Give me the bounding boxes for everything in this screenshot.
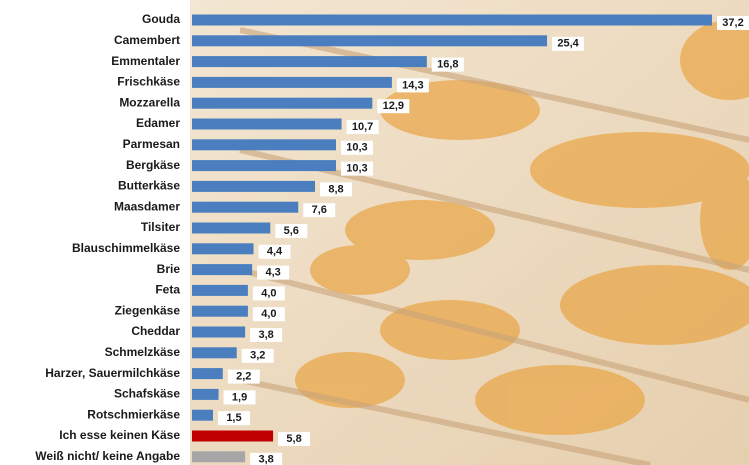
value-label: 5,8 (286, 433, 301, 445)
value-label: 7,6 (312, 204, 327, 216)
category-label: Emmentaler (111, 54, 180, 68)
bar (192, 139, 336, 150)
bar (192, 243, 254, 254)
category-label: Ich esse keinen Käse (59, 428, 180, 442)
bar (192, 15, 712, 26)
category-label: Tilsiter (141, 220, 180, 234)
category-label: Schmelzkäse (105, 345, 181, 359)
value-label: 5,6 (284, 225, 299, 237)
category-label: Butterkäse (118, 179, 180, 193)
value-label: 1,9 (232, 391, 247, 403)
bar (192, 56, 427, 67)
category-label: Schafskäse (114, 387, 180, 401)
value-label: 10,7 (352, 121, 373, 133)
value-label: 16,8 (437, 59, 458, 71)
category-label: Harzer, Sauermilchkäse (45, 366, 180, 380)
category-label: Mozzarella (119, 95, 180, 109)
bar (192, 181, 315, 192)
category-label: Weiß nicht/ keine Angabe (35, 449, 180, 463)
bar (192, 327, 245, 338)
category-label: Ziegenkäse (115, 303, 181, 317)
value-label: 2,2 (236, 371, 251, 383)
bar (192, 389, 219, 400)
bar (192, 306, 248, 317)
bar (192, 431, 273, 442)
bar (192, 368, 223, 379)
value-label: 12,9 (383, 100, 404, 112)
value-label: 37,2 (722, 17, 743, 29)
category-label: Bergkäse (126, 158, 180, 172)
value-label: 4,0 (261, 308, 276, 320)
value-label: 10,3 (346, 142, 367, 154)
category-label: Parmesan (123, 137, 180, 151)
value-label: 14,3 (402, 79, 423, 91)
value-label: 3,8 (258, 454, 273, 465)
bar (192, 285, 248, 296)
category-label: Camembert (114, 33, 180, 47)
bar (192, 35, 547, 46)
value-label: 25,4 (557, 38, 579, 50)
value-label: 4,3 (265, 267, 280, 279)
bar (192, 77, 392, 88)
value-label: 1,5 (226, 412, 241, 424)
bar (192, 98, 372, 109)
value-label: 3,2 (250, 350, 265, 362)
category-label: Edamer (136, 116, 180, 130)
category-label: Frischkäse (117, 75, 180, 89)
category-label: Blauschimmelkäse (72, 241, 180, 255)
value-label: 8,8 (328, 183, 343, 195)
value-label: 4,4 (267, 246, 283, 258)
category-label: Gouda (142, 12, 180, 26)
value-label: 4,0 (261, 287, 276, 299)
bar (192, 223, 270, 234)
bar (192, 410, 213, 421)
background-image (190, 0, 749, 465)
bar (192, 347, 237, 358)
bar (192, 119, 342, 130)
value-label: 10,3 (346, 163, 367, 175)
bar (192, 264, 252, 275)
bar (192, 202, 298, 213)
category-label: Brie (157, 262, 181, 276)
category-label: Rotschmierkäse (87, 407, 180, 421)
bar (192, 160, 336, 171)
category-label: Feta (155, 283, 180, 297)
value-label: 3,8 (258, 329, 273, 341)
category-label: Maasdamer (114, 199, 180, 213)
bar (192, 451, 245, 462)
category-label: Cheddar (131, 324, 180, 338)
chart: Gouda 37,2 Camembert 25,4 Emmentaler 16,8 Fris… (0, 0, 749, 465)
